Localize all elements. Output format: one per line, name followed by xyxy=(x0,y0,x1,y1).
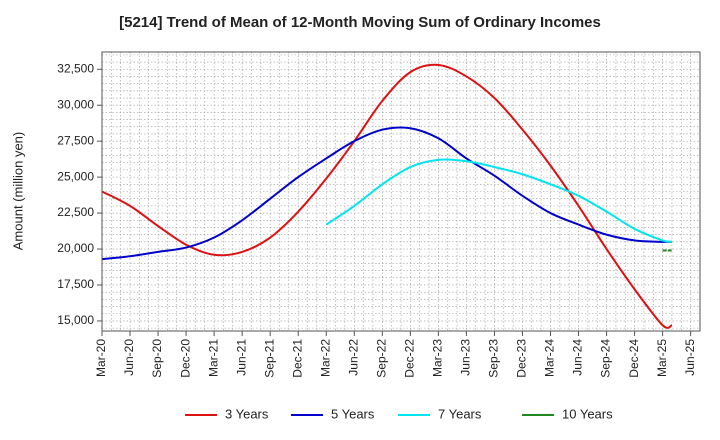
y-tick-label: 25,000 xyxy=(57,169,94,183)
x-tick-label: Jun-25 xyxy=(683,339,697,376)
y-tick-label: 15,000 xyxy=(57,313,94,327)
series-line-7-years xyxy=(325,158,673,243)
x-tick-label: Jun-21 xyxy=(234,339,248,376)
x-tick-label: Mar-24 xyxy=(543,339,557,377)
x-tick-label: Dec-24 xyxy=(627,339,641,378)
legend-label: 10 Years xyxy=(562,406,613,421)
y-tick-label: 32,500 xyxy=(57,61,94,75)
y-tick-label: 17,500 xyxy=(57,277,94,291)
x-tick-label: Dec-20 xyxy=(178,339,192,378)
plot-frame xyxy=(101,51,701,332)
x-tick-label: Mar-22 xyxy=(318,339,332,377)
y-tick-label: 27,500 xyxy=(57,133,94,147)
x-tick-label: Sep-23 xyxy=(487,339,501,378)
x-tick-label: Sep-24 xyxy=(599,339,613,378)
x-tick-label: Dec-22 xyxy=(403,339,417,378)
x-tick-label: Jun-23 xyxy=(459,339,473,376)
x-tick-label: Mar-23 xyxy=(431,339,445,377)
x-tick-label: Mar-25 xyxy=(655,339,669,377)
legend: 3 Years 5 Years 7 Years 10 Years xyxy=(185,406,613,421)
x-tick-label: Jun-24 xyxy=(571,339,585,376)
x-tick-label: Mar-21 xyxy=(206,339,220,377)
y-tick-label: 20,000 xyxy=(57,241,94,255)
x-tick-label: Sep-21 xyxy=(262,339,276,378)
series-line-3-years xyxy=(101,63,673,329)
x-tick-label: Jun-22 xyxy=(346,339,360,376)
x-tick-label: Jun-20 xyxy=(122,339,136,376)
y-tick-label: 30,000 xyxy=(57,97,94,111)
legend-label: 5 Years xyxy=(331,406,375,421)
series-lines xyxy=(101,63,673,329)
chart-title: [5214] Trend of Mean of 12-Month Moving … xyxy=(119,14,601,31)
legend-label: 7 Years xyxy=(438,406,482,421)
x-tick-label: Dec-23 xyxy=(515,339,529,378)
y-tick-label: 22,500 xyxy=(57,205,94,219)
y-axis-ticks: 15,000 17,500 20,000 22,500 25,000 27,500 30,0… xyxy=(57,61,102,327)
y-axis-label: Amount (million yen) xyxy=(10,132,25,251)
x-tick-label: Sep-22 xyxy=(374,339,388,378)
x-tick-label: Mar-20 xyxy=(94,339,108,377)
legend-label: 3 Years xyxy=(225,406,269,421)
x-axis-ticks: Mar-20 Jun-20 Sep-20 Dec-20 Mar-21 Jun-21 Sep-… xyxy=(94,331,697,378)
x-tick-label: Sep-20 xyxy=(150,339,164,378)
grid-lines xyxy=(101,52,701,331)
series-line-5-years xyxy=(101,126,672,261)
x-tick-label: Dec-21 xyxy=(290,339,304,378)
